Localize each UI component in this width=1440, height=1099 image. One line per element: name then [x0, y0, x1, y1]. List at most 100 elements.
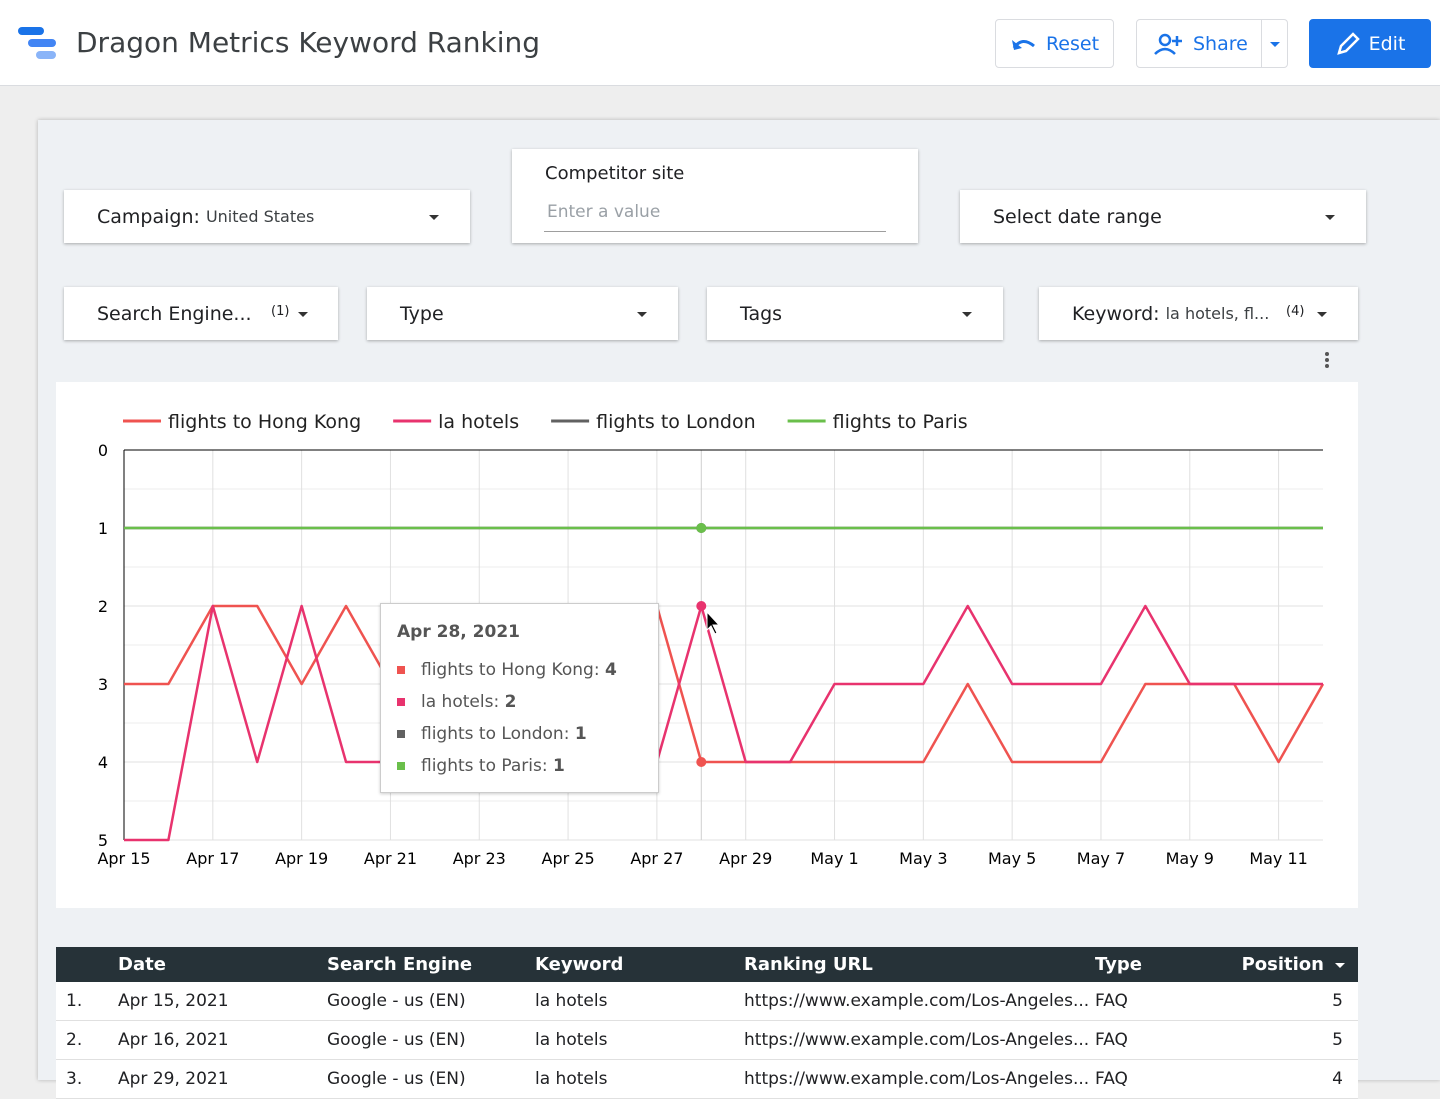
x-tick-label: Apr 27	[630, 849, 683, 868]
table-cell: 5	[1332, 991, 1343, 1011]
logo	[18, 27, 56, 59]
input-underline	[544, 231, 886, 232]
table-cell: 3.	[66, 1069, 83, 1089]
date-filter[interactable]: Select date range	[960, 190, 1366, 243]
tooltip-swatch	[397, 666, 405, 674]
legend-label: la hotels	[438, 411, 519, 433]
tooltip-value: 1	[574, 724, 587, 744]
more-menu[interactable]	[1322, 350, 1332, 372]
filter-label: Campaign:	[97, 205, 200, 228]
column-header: Position	[1241, 954, 1324, 975]
share-button[interactable]: Share	[1136, 19, 1288, 68]
tooltip-swatch	[397, 698, 405, 706]
table-cell: la hotels	[535, 1069, 608, 1089]
share-icon	[1154, 33, 1182, 55]
y-tick-label: 1	[98, 519, 108, 538]
type-filter[interactable]: Type	[367, 287, 678, 340]
divider	[1261, 20, 1262, 67]
x-tick-label: Apr 29	[719, 849, 772, 868]
tooltip-swatch	[397, 730, 405, 738]
y-tick-label: 4	[98, 753, 108, 772]
x-tick-label: Apr 25	[542, 849, 595, 868]
table-cell: la hotels	[535, 991, 608, 1011]
header: Dragon Metrics Keyword Ranking Reset Sha…	[0, 0, 1440, 86]
tags-filter[interactable]: Tags	[707, 287, 1003, 340]
column-header: Ranking URL	[744, 954, 873, 975]
filter-label: Tags	[740, 302, 783, 325]
tooltip-row: flights to Paris: 1	[397, 756, 565, 776]
x-tick-label: May 7	[1077, 849, 1125, 868]
x-tick-label: Apr 15	[97, 849, 150, 868]
table-row: 2. Apr 16, 2021 Google - us (EN) la hotels h…	[56, 1021, 1358, 1060]
tooltip-series: flights to Hong Kong	[421, 660, 594, 680]
table-cell: Google - us (EN)	[327, 1030, 466, 1050]
tooltip-row: la hotels: 2	[397, 692, 517, 712]
x-tick-label: May 11	[1249, 849, 1308, 868]
report-title: Dragon Metrics Keyword Ranking	[76, 26, 541, 59]
competitor-filter[interactable]: Competitor site Enter a value	[512, 149, 918, 243]
table-cell: 2.	[66, 1030, 83, 1050]
reset-button[interactable]: Reset	[995, 19, 1114, 68]
series-line	[124, 604, 1325, 764]
reset-label: Reset	[1045, 32, 1100, 55]
table-cell: https://www.example.com/Los-Angeles...	[744, 991, 1090, 1011]
x-tick-label: Apr 23	[453, 849, 506, 868]
table-cell: Apr 29, 2021	[118, 1069, 229, 1089]
column-header: Date	[118, 954, 166, 975]
table-cell: FAQ	[1095, 991, 1128, 1011]
tooltip-series: flights to Paris	[421, 756, 542, 776]
hover-point	[696, 601, 707, 611]
table-cell: https://www.example.com/Los-Angeles...	[744, 1069, 1090, 1089]
table-cell: la hotels	[535, 1030, 608, 1050]
table-row: 1. Apr 15, 2021 Google - us (EN) la hotels h…	[56, 982, 1358, 1021]
search-engine-filter[interactable]: Search Engine... (1)	[64, 287, 338, 340]
sort-caret	[1335, 962, 1345, 968]
table-cell: 5	[1332, 1030, 1343, 1050]
table-cell: Apr 15, 2021	[118, 991, 229, 1011]
tooltip-value: 1	[553, 756, 565, 776]
tooltip-value: 2	[504, 692, 517, 712]
x-tick-label: May 1	[810, 849, 858, 868]
table-cell: https://www.example.com/Los-Angeles...	[744, 1030, 1090, 1050]
x-tick-label: May 9	[1166, 849, 1214, 868]
y-tick-label: 2	[98, 597, 108, 616]
filter-count: (4)	[1286, 304, 1305, 319]
dropdown-caret	[429, 214, 439, 220]
filter-label: Search Engine...	[97, 302, 252, 325]
filter-label: Keyword:	[1072, 302, 1160, 325]
tooltip-swatch	[397, 762, 405, 770]
edit-label: Edit	[1368, 32, 1406, 55]
table-cell: 1.	[66, 991, 83, 1011]
column-header: Keyword	[535, 954, 624, 975]
share-label: Share	[1193, 32, 1248, 55]
column-header: Type	[1095, 954, 1142, 975]
table-cell: Apr 16, 2021	[118, 1030, 229, 1050]
x-tick-label: Apr 19	[275, 849, 328, 868]
legend-label: flights to Hong Kong	[168, 411, 361, 433]
tooltip-series: flights to London	[421, 724, 564, 744]
campaign-filter[interactable]: Campaign: United States	[64, 190, 470, 243]
dropdown-caret	[1317, 311, 1327, 317]
cursor	[706, 610, 721, 635]
tooltip-row: flights to Hong Kong: 4	[397, 660, 617, 680]
filter-value: la hotels, fl...	[1165, 304, 1270, 323]
filter-label: Select date range	[993, 205, 1162, 228]
filter-count: (1)	[271, 304, 290, 319]
input-label: Competitor site	[545, 163, 685, 184]
table-header: Date Search Engine Keyword Ranking URL Type P…	[56, 947, 1358, 982]
keyword-filter[interactable]: Keyword: la hotels, fl... (4)	[1039, 287, 1358, 340]
tooltip-row: flights to London: 1	[397, 724, 587, 744]
column-header: Search Engine	[327, 954, 473, 975]
reset-icon	[1011, 39, 1035, 50]
legend-label: flights to Paris	[833, 411, 968, 433]
dropdown-caret	[298, 311, 308, 317]
x-tick-label: May 5	[988, 849, 1036, 868]
hover-point	[696, 757, 707, 767]
edit-button[interactable]: Edit	[1309, 19, 1431, 68]
y-tick-label: 3	[98, 675, 108, 694]
share-menu[interactable]	[1270, 41, 1280, 47]
input-placeholder: Enter a value	[547, 202, 661, 222]
x-tick-label: Apr 17	[186, 849, 239, 868]
